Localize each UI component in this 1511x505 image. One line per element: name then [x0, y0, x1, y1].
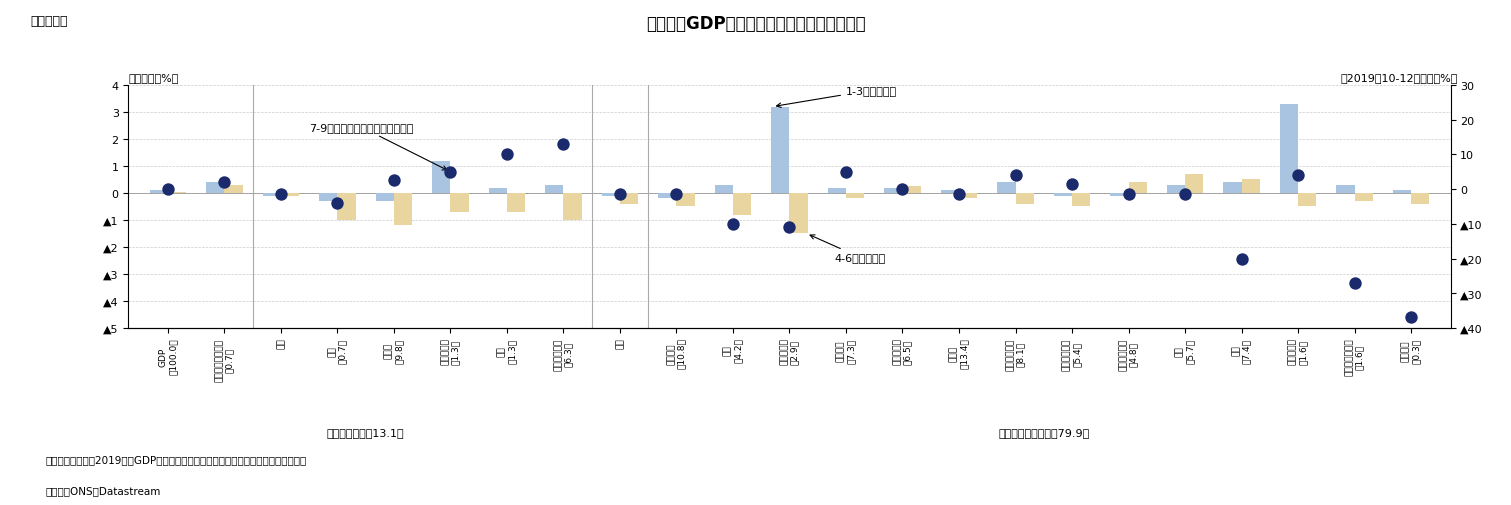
Bar — [941, 191, 959, 193]
Point — [1173, 191, 1197, 199]
Bar — [150, 191, 168, 193]
Bar — [1071, 193, 1089, 207]
Point — [269, 191, 293, 199]
Bar — [1185, 175, 1203, 193]
Text: （資料）ONS、Datastream: （資料）ONS、Datastream — [45, 485, 160, 495]
Bar — [545, 185, 564, 193]
Bar — [772, 108, 789, 193]
Bar — [677, 193, 695, 207]
Point — [382, 177, 406, 185]
Bar — [789, 193, 807, 234]
Bar — [319, 193, 337, 201]
Bar — [508, 193, 526, 213]
Bar — [997, 183, 1015, 193]
Bar — [1111, 193, 1129, 196]
Text: （注）カッコ内は2019年のGDP（厳密には総付加価値の意味）に占める各産業の割合: （注）カッコ内は2019年のGDP（厳密には総付加価値の意味）に占める各産業の割… — [45, 454, 307, 465]
Point — [665, 191, 689, 199]
Bar — [564, 193, 582, 221]
Bar — [450, 193, 468, 213]
Point — [1003, 172, 1027, 180]
Bar — [376, 193, 394, 201]
Bar — [715, 185, 733, 193]
Bar — [601, 193, 620, 196]
Point — [1286, 172, 1310, 180]
Bar — [1280, 105, 1298, 193]
Bar — [1224, 183, 1242, 193]
Bar — [1354, 193, 1372, 201]
Point — [721, 220, 745, 228]
Bar — [959, 193, 978, 199]
Bar — [1055, 193, 1071, 196]
Bar — [1336, 185, 1354, 193]
Text: 1-3月期伸び率: 1-3月期伸び率 — [777, 86, 898, 108]
Point — [213, 179, 237, 187]
Bar — [884, 188, 902, 193]
Bar — [1015, 193, 1034, 205]
Point — [438, 168, 462, 176]
Text: （図表４）: （図表４） — [30, 15, 68, 28]
Point — [1342, 279, 1366, 287]
Point — [607, 191, 632, 199]
Bar — [1393, 191, 1411, 193]
Text: 業種別のGDP前期比伸び率とコロナ禍前水準: 業種別のGDP前期比伸び率とコロナ禍前水準 — [645, 15, 866, 33]
Text: 7-9月期のコロナ禍前比（右軸）: 7-9月期のコロナ禍前比（右軸） — [310, 123, 447, 171]
Bar — [1298, 193, 1316, 207]
Bar — [1411, 193, 1429, 205]
Text: サービスセクター〔79.9〕: サービスセクター〔79.9〕 — [999, 427, 1089, 437]
Bar — [846, 193, 864, 199]
Text: 4-6月期伸び率: 4-6月期伸び率 — [810, 235, 885, 263]
Point — [496, 151, 520, 159]
Bar — [1129, 183, 1147, 193]
Point — [156, 186, 180, 194]
Text: （前期比、%）: （前期比、%） — [128, 73, 178, 83]
Point — [1059, 180, 1083, 188]
Bar — [263, 193, 281, 196]
Point — [947, 191, 972, 199]
Bar — [490, 188, 508, 193]
Bar — [432, 161, 450, 193]
Bar — [168, 192, 186, 193]
Text: （2019年10-12月期比、%）: （2019年10-12月期比、%） — [1340, 73, 1458, 83]
Bar — [828, 188, 846, 193]
Bar — [207, 183, 225, 193]
Bar — [281, 193, 299, 196]
Bar — [337, 193, 355, 221]
Bar — [733, 193, 751, 215]
Text: 生産セクター〔13.1〕: 生産セクター〔13.1〕 — [326, 427, 405, 437]
Bar — [902, 187, 920, 193]
Point — [890, 186, 914, 194]
Point — [1399, 314, 1423, 322]
Bar — [1242, 180, 1260, 193]
Point — [834, 168, 858, 176]
Point — [552, 141, 576, 149]
Point — [1230, 255, 1254, 263]
Bar — [225, 185, 243, 193]
Bar — [394, 193, 413, 226]
Bar — [1166, 185, 1185, 193]
Point — [777, 224, 801, 232]
Point — [1117, 191, 1141, 199]
Bar — [659, 193, 677, 199]
Bar — [620, 193, 638, 205]
Point — [325, 199, 349, 208]
